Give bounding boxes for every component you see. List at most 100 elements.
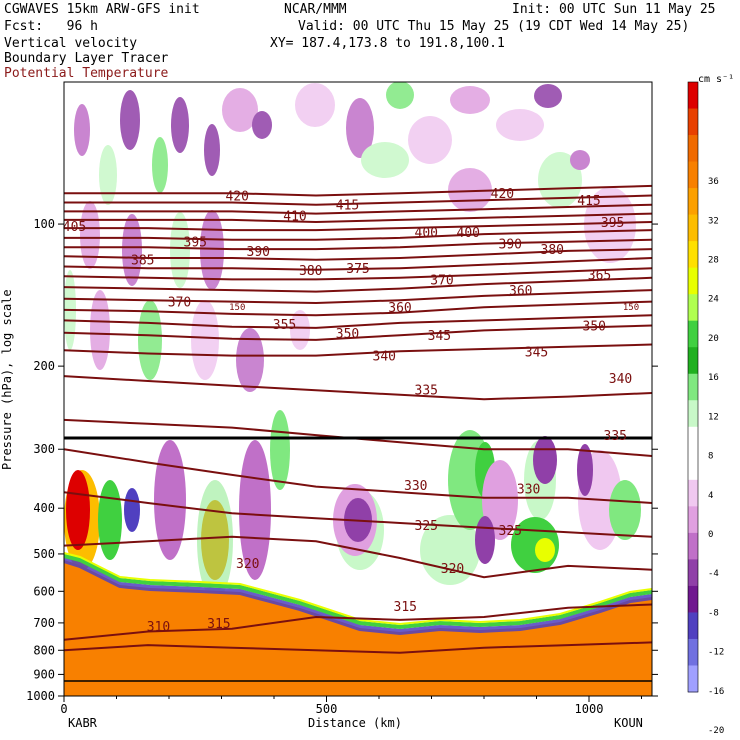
theta-label: 315 xyxy=(207,617,230,632)
theta-contour-360 xyxy=(64,300,652,317)
colorbar-tick-label: 28 xyxy=(708,255,719,265)
theta-label: 340 xyxy=(609,372,632,387)
theta-contour-310 xyxy=(64,641,652,654)
x-tick-label: 0 xyxy=(60,702,67,716)
y-tick-label: 500 xyxy=(33,547,55,561)
colorbar-swatch xyxy=(688,82,698,110)
y-tick-label: 1000 xyxy=(26,689,55,703)
theta-label: 375 xyxy=(346,262,369,277)
colorbar-swatch xyxy=(688,188,698,216)
colorbar-swatch xyxy=(688,532,698,560)
colorbar-swatch xyxy=(688,506,698,534)
colorbar-tick-label: 20 xyxy=(708,334,719,344)
init-time: Init: 00 UTC Sun 11 May 25 xyxy=(512,2,716,17)
field-boundary-layer-tracer: Boundary Layer Tracer xyxy=(4,51,169,66)
cross-section-coords: XY= 187.4,173.8 to 191.8,100.1 xyxy=(270,36,505,51)
theta-label: 340 xyxy=(373,350,396,365)
colorbar-swatch xyxy=(688,612,698,640)
colorbar-swatch xyxy=(688,241,698,269)
theta-contour-410 xyxy=(64,203,652,215)
colorbar-tick-label: -12 xyxy=(708,648,724,658)
colorbar-swatch xyxy=(688,373,698,401)
plot-frame xyxy=(63,81,653,697)
colorbar-tick-label: -8 xyxy=(708,608,719,618)
theta-contour-355 xyxy=(64,314,652,329)
theta-label: 345 xyxy=(428,329,451,344)
colorbar-swatch xyxy=(688,267,698,295)
shading-layer xyxy=(64,82,652,696)
theta-label: 415 xyxy=(577,194,600,209)
theta-label: 360 xyxy=(509,284,532,299)
colorbar-swatch xyxy=(688,479,698,507)
theta-label: 390 xyxy=(247,245,270,260)
theta-contour-340 xyxy=(64,375,652,401)
colorbar-tick-label: 4 xyxy=(708,491,713,501)
colorbar-swatch xyxy=(688,135,698,163)
theta-contour-325 xyxy=(64,491,652,538)
contour-labels: 420 420 415 415 410 405 400 400 395 395 390 390 385 3… xyxy=(63,187,639,635)
colorbar-swatch xyxy=(688,320,698,348)
x-left-station: KABR xyxy=(68,716,97,730)
theta-contour-350 xyxy=(64,324,652,341)
theta-label: 365 xyxy=(588,269,611,284)
colorbar-tick-label: 36 xyxy=(708,177,719,187)
colorbar-unit: cm s⁻¹ xyxy=(698,74,735,85)
y-tick-label: 700 xyxy=(33,616,55,630)
field-potential-temperature: Potential Temperature xyxy=(4,66,169,81)
theta-contour-365 xyxy=(64,289,652,305)
theta-label: 330 xyxy=(517,482,540,497)
theta-label: 380 xyxy=(541,243,564,258)
y-axis-label: Pressure (hPa), log scale xyxy=(0,289,14,470)
y-tick-label: 400 xyxy=(33,501,55,515)
colorbar-swatch xyxy=(688,559,698,587)
theta-label: 390 xyxy=(499,238,522,253)
y-tick-label: 800 xyxy=(33,643,55,657)
theta-label: 420 xyxy=(226,190,249,205)
colorbar-tick-label: 8 xyxy=(708,452,713,462)
colorbar-swatch xyxy=(688,214,698,242)
level-label: 150 xyxy=(623,303,639,313)
theta-contour-415 xyxy=(64,194,652,206)
valid-time: Valid: 00 UTC Thu 15 May 25 (19 CDT Wed … xyxy=(298,19,690,34)
theta-contour-345 xyxy=(64,343,652,357)
forecast-hour: Fcst: 96 h xyxy=(4,19,98,34)
colorbar-tick-label: 32 xyxy=(708,216,719,226)
colorbar: 36 32 28 24 20 16 12 8 4 0 -4 -8 -12 -16 -20 xyxy=(687,81,724,736)
y-tick-label: 200 xyxy=(33,359,55,373)
theta-label: 350 xyxy=(583,319,606,334)
y-tick-label: 600 xyxy=(33,584,55,598)
x-axis-label: Distance (km) xyxy=(308,716,402,730)
theta-label: 350 xyxy=(336,327,359,342)
level-label: 150 xyxy=(229,303,245,313)
colorbar-tick-label: -20 xyxy=(708,726,724,736)
theta-label: 415 xyxy=(336,199,359,214)
theta-label: 320 xyxy=(236,557,259,572)
theta-contour-385 xyxy=(64,248,652,261)
theta-label: 360 xyxy=(388,301,411,316)
colorbar-swatch xyxy=(688,161,698,189)
colorbar-swatch xyxy=(688,665,698,693)
theta-label: 335 xyxy=(415,383,438,398)
model-title: CGWAVES 15km ARW-GFS init xyxy=(4,2,200,17)
theta-label: 410 xyxy=(283,210,306,225)
theta-label: 320 xyxy=(441,562,464,577)
theta-label: 310 xyxy=(147,620,170,635)
theta-label: 325 xyxy=(499,524,522,539)
theta-label: 335 xyxy=(604,429,627,444)
theta-contour-315 xyxy=(64,603,652,641)
x-right-station: KOUN xyxy=(614,716,643,730)
colorbar-swatch xyxy=(688,426,698,454)
y-tick-label: 900 xyxy=(33,667,55,681)
theta-label: 315 xyxy=(394,600,417,615)
colorbar-tick-label: 16 xyxy=(708,373,719,383)
theta-contour-375 xyxy=(64,267,652,281)
y-tick-label: 100 xyxy=(33,217,55,231)
theta-label: 395 xyxy=(184,236,207,251)
theta-label: 380 xyxy=(299,264,322,279)
colorbar-tick-label: 0 xyxy=(708,530,713,540)
wave-shading xyxy=(64,82,636,392)
theta-label: 405 xyxy=(63,220,86,235)
theta-contour-330 xyxy=(64,448,652,504)
theta-label: 370 xyxy=(168,296,191,311)
